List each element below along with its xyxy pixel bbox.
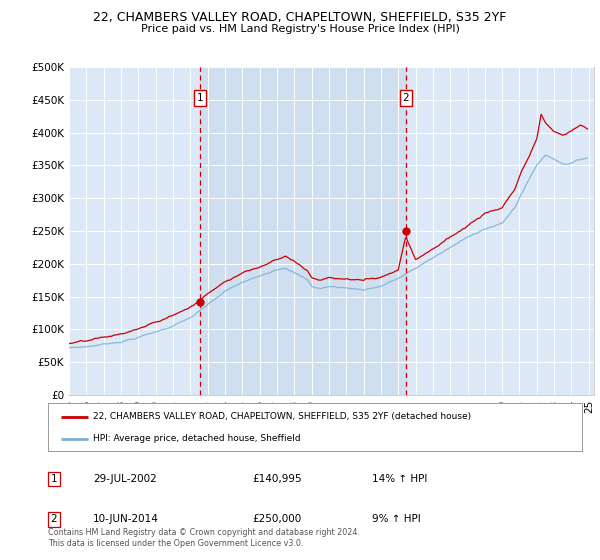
Text: Contains HM Land Registry data © Crown copyright and database right 2024.
This d: Contains HM Land Registry data © Crown c… <box>48 528 360 548</box>
Text: 22, CHAMBERS VALLEY ROAD, CHAPELTOWN, SHEFFIELD, S35 2YF (detached house): 22, CHAMBERS VALLEY ROAD, CHAPELTOWN, SH… <box>94 412 472 421</box>
Text: 29-JUL-2002: 29-JUL-2002 <box>93 474 157 484</box>
Text: HPI: Average price, detached house, Sheffield: HPI: Average price, detached house, Shef… <box>94 435 301 444</box>
Text: 22, CHAMBERS VALLEY ROAD, CHAPELTOWN, SHEFFIELD, S35 2YF: 22, CHAMBERS VALLEY ROAD, CHAPELTOWN, SH… <box>94 11 506 24</box>
Text: 2: 2 <box>50 514 58 524</box>
Text: Price paid vs. HM Land Registry's House Price Index (HPI): Price paid vs. HM Land Registry's House … <box>140 24 460 34</box>
Text: 10-JUN-2014: 10-JUN-2014 <box>93 514 159 524</box>
Text: 14% ↑ HPI: 14% ↑ HPI <box>372 474 427 484</box>
Text: £140,995: £140,995 <box>252 474 302 484</box>
Text: 9% ↑ HPI: 9% ↑ HPI <box>372 514 421 524</box>
Text: 2: 2 <box>403 93 409 103</box>
Text: £250,000: £250,000 <box>252 514 301 524</box>
Text: 1: 1 <box>197 93 203 103</box>
Text: 1: 1 <box>50 474 58 484</box>
Bar <box>200 67 406 395</box>
